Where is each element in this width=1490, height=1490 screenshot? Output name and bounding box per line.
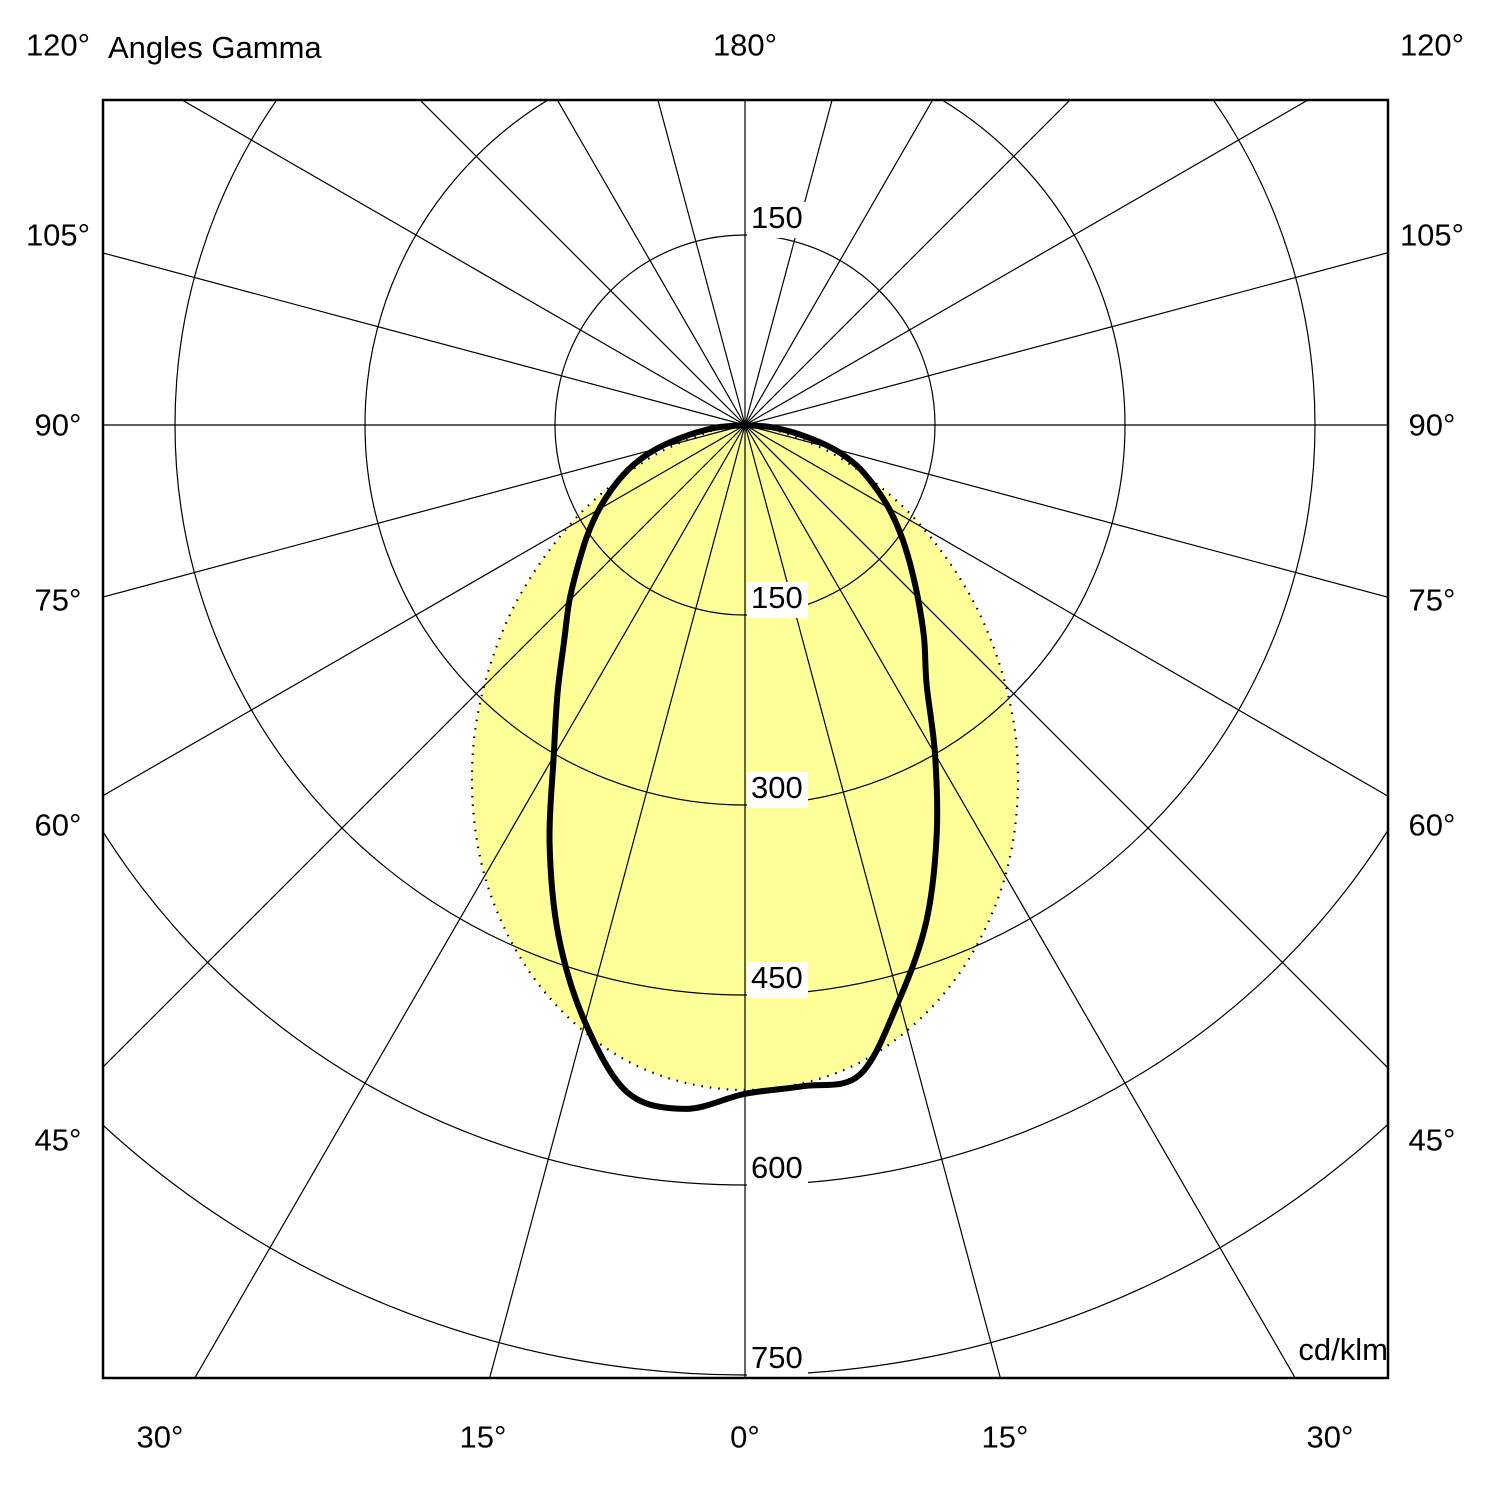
gamma-axis-label-right-5: 45° [1408,1122,1456,1158]
radial-grid-line [103,424,746,598]
radial-grid-line [744,424,1296,1378]
gamma-axis-label-bottom-2: 0° [730,1419,760,1455]
radial-grid-line [744,100,833,426]
gamma-axis-label-left-2: 90° [34,407,82,443]
ring-label-box [747,772,808,808]
radial-grid-line [744,424,1001,1378]
ring-label-300: 300 [751,770,803,805]
gamma-axis-label-left-4: 60° [34,807,82,843]
grid-ring-300 [364,100,1126,806]
radial-grid-line [744,100,1310,426]
radial-grid-line [744,100,1071,426]
radial-grid-line [744,100,934,426]
ring-label-450: 450 [751,960,803,995]
gamma-axis-label-left-5: 45° [34,1122,82,1158]
ring-label-150: 150 [751,200,803,235]
gamma-axis-label-right-2: 90° [1408,407,1456,443]
chart-title: Angles Gamma [108,30,322,65]
grid-ring-600 [103,828,1388,1186]
radial-grid-line [744,252,1388,426]
radial-grid-line [419,100,746,426]
intensity-curve-c0 [546,422,941,1112]
ring-label-600: 600 [751,1150,803,1185]
radial-grid-line [103,424,746,797]
grid-ring-750 [103,1123,1388,1376]
ring-label-box [747,962,808,998]
radial-grid-line [744,424,1388,1069]
gamma-axis-label-left-3: 75° [34,582,82,618]
plot-border [101,98,1390,1380]
radial-grid-line [489,424,746,1378]
grid-ring-450 [174,100,1316,996]
radial-grid-line [556,100,746,426]
unit-label: cd/klm [1298,1332,1388,1367]
radial-grid-line [180,100,746,426]
gamma-axis-label-right-0: 120° [1399,27,1465,63]
radial-grid-line [657,100,746,426]
radial-grid-line [744,424,1388,797]
gamma-axis-label-bottom-1: 15° [459,1419,507,1455]
gamma-axis-label-right-4: 60° [1408,807,1456,843]
gamma-axis-label-left-0: 120° [25,27,91,63]
grid-ring-150 [554,234,936,616]
gamma-axis-label-bottom-4: 30° [1306,1419,1354,1455]
gamma-axis-label-right-1: 105° [1399,217,1465,253]
radial-grid-line [103,252,746,426]
gamma-axis-label-bottom-3: 15° [981,1419,1029,1455]
radial-grid-line [744,424,1388,598]
ring-label-box [747,582,808,618]
gamma-axis-label-top: 180° [712,27,778,63]
gamma-axis-label-right-3: 75° [1408,582,1456,618]
radial-grid-line [194,424,746,1378]
ring-label-box [747,202,808,238]
gamma-axis-label-left-1: 105° [25,217,91,253]
ring-label-box [747,1342,808,1378]
gamma-axis-label-bottom-0: 30° [136,1419,184,1455]
ring-label-750: 750 [751,1340,803,1375]
ring-label-box [747,1152,808,1188]
ring-label-150: 150 [751,580,803,615]
